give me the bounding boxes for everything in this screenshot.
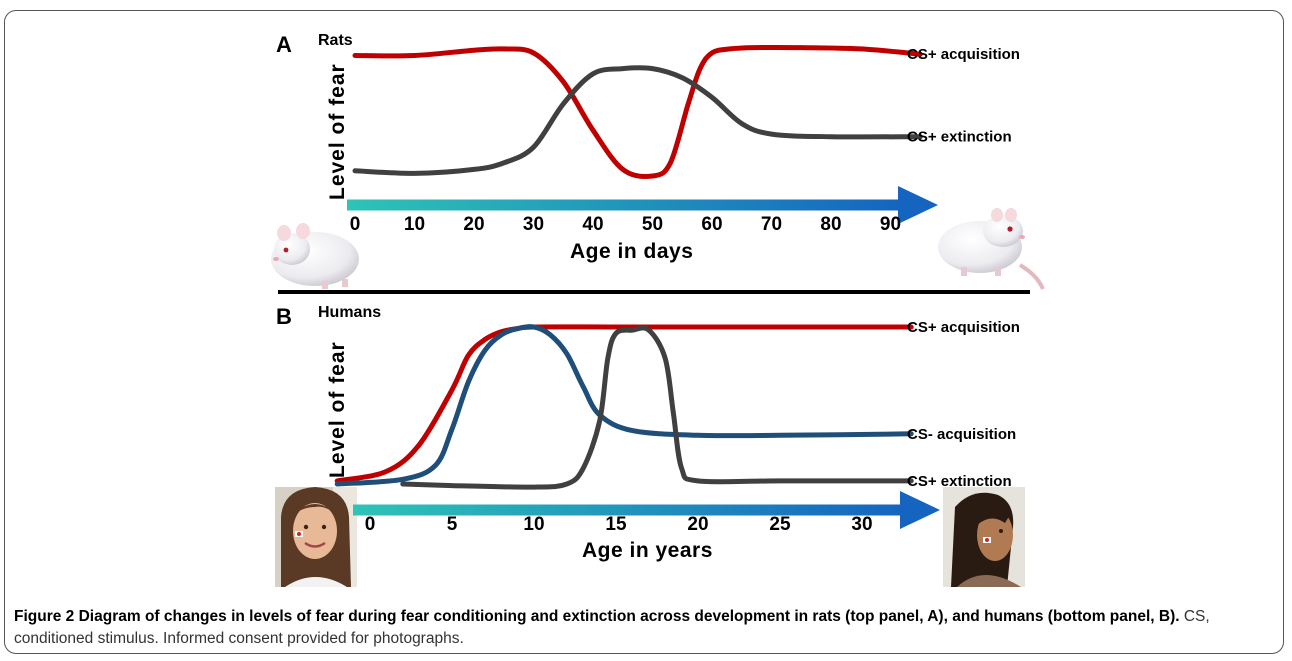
panel-b-series-label-cs-acquisition: CS- acquisition	[907, 426, 1016, 443]
panel-a-series-label-cs-plus-acquisition: CS+ acquisition	[907, 46, 1020, 63]
caption-label: Figure 2	[14, 608, 75, 625]
panel-b-series-label-cs-plus-acquisition: CS+ acquisition	[907, 319, 1020, 336]
panel-a-series-label-cs-plus-extinction: CS+ extinction	[907, 129, 1012, 146]
panel-a-title: Rats	[318, 32, 353, 49]
panel-a-x-tick-label: 20	[463, 214, 484, 235]
panel-b-x-tick-label: 30	[851, 514, 872, 535]
panel-b-x-tick-label: 20	[687, 514, 708, 535]
panel-b-letter: B	[276, 304, 292, 329]
panel-b-axis-arrow-shaft	[353, 504, 900, 516]
panel-a-x-tick-label: 30	[523, 214, 544, 235]
panel-b-series-cs-plus-acquisition-line	[334, 324, 914, 484]
panel-b-x-tick-label: 0	[365, 514, 376, 535]
panel-b-x-tick-label: 5	[447, 514, 458, 535]
figure-frame	[4, 10, 1284, 654]
panel-a-axis-arrow-shaft	[347, 199, 898, 211]
panel-b-series-label-cs-plus-extinction: CS+ extinction	[907, 473, 1012, 490]
panel-b-axis-arrow-head	[900, 491, 940, 529]
panel-a-x-tick-label: 40	[582, 214, 603, 235]
teen-photo	[943, 487, 1025, 587]
young-rat-photo	[271, 223, 359, 289]
panel-b-x-tick-label: 25	[769, 514, 791, 535]
child-photo	[275, 487, 357, 587]
panel-a-xlabel: Age in days	[570, 240, 693, 263]
panel-a-x-tick-label: 90	[880, 214, 901, 235]
panel-b-xlabel: Age in years	[582, 539, 713, 562]
panel-b-series-cs-acquisition-line	[334, 324, 914, 487]
caption-bold-text: Diagram of changes in levels of fear dur…	[78, 608, 1180, 625]
caption-rest-text: CS, conditioned stimulus. Informed conse…	[14, 608, 1210, 647]
panel-a-axis-arrow-head	[898, 186, 938, 224]
panel-a-series-cs-plus-extinction-line	[352, 65, 923, 176]
panel-a-x-tick-label: 50	[642, 214, 663, 235]
panel-a-x-tick-label: 60	[701, 214, 722, 235]
panel-a-x-tick-label: 0	[350, 214, 361, 235]
adult-rat-photo	[938, 208, 1045, 290]
panel-b-x-tick-label: 15	[605, 514, 627, 535]
panel-a-series-cs-plus-acquisition-line	[352, 44, 923, 180]
figure-caption: Figure 2 Diagram of changes in levels of…	[14, 606, 1274, 650]
panel-b-title: Humans	[318, 304, 381, 321]
panel-b-x-tick-label: 10	[523, 514, 544, 535]
panel-a-x-tick-label: 70	[761, 214, 782, 235]
panel-a-letter: A	[276, 32, 292, 57]
panel-a-x-tick-label: 80	[820, 214, 841, 235]
panel-b-ylabel: Level of fear	[326, 341, 349, 478]
panel-b-series-cs-plus-extinction-line	[400, 325, 914, 490]
panel-a-x-tick-label: 10	[404, 214, 425, 235]
panel-a-ylabel: Level of fear	[326, 63, 349, 200]
